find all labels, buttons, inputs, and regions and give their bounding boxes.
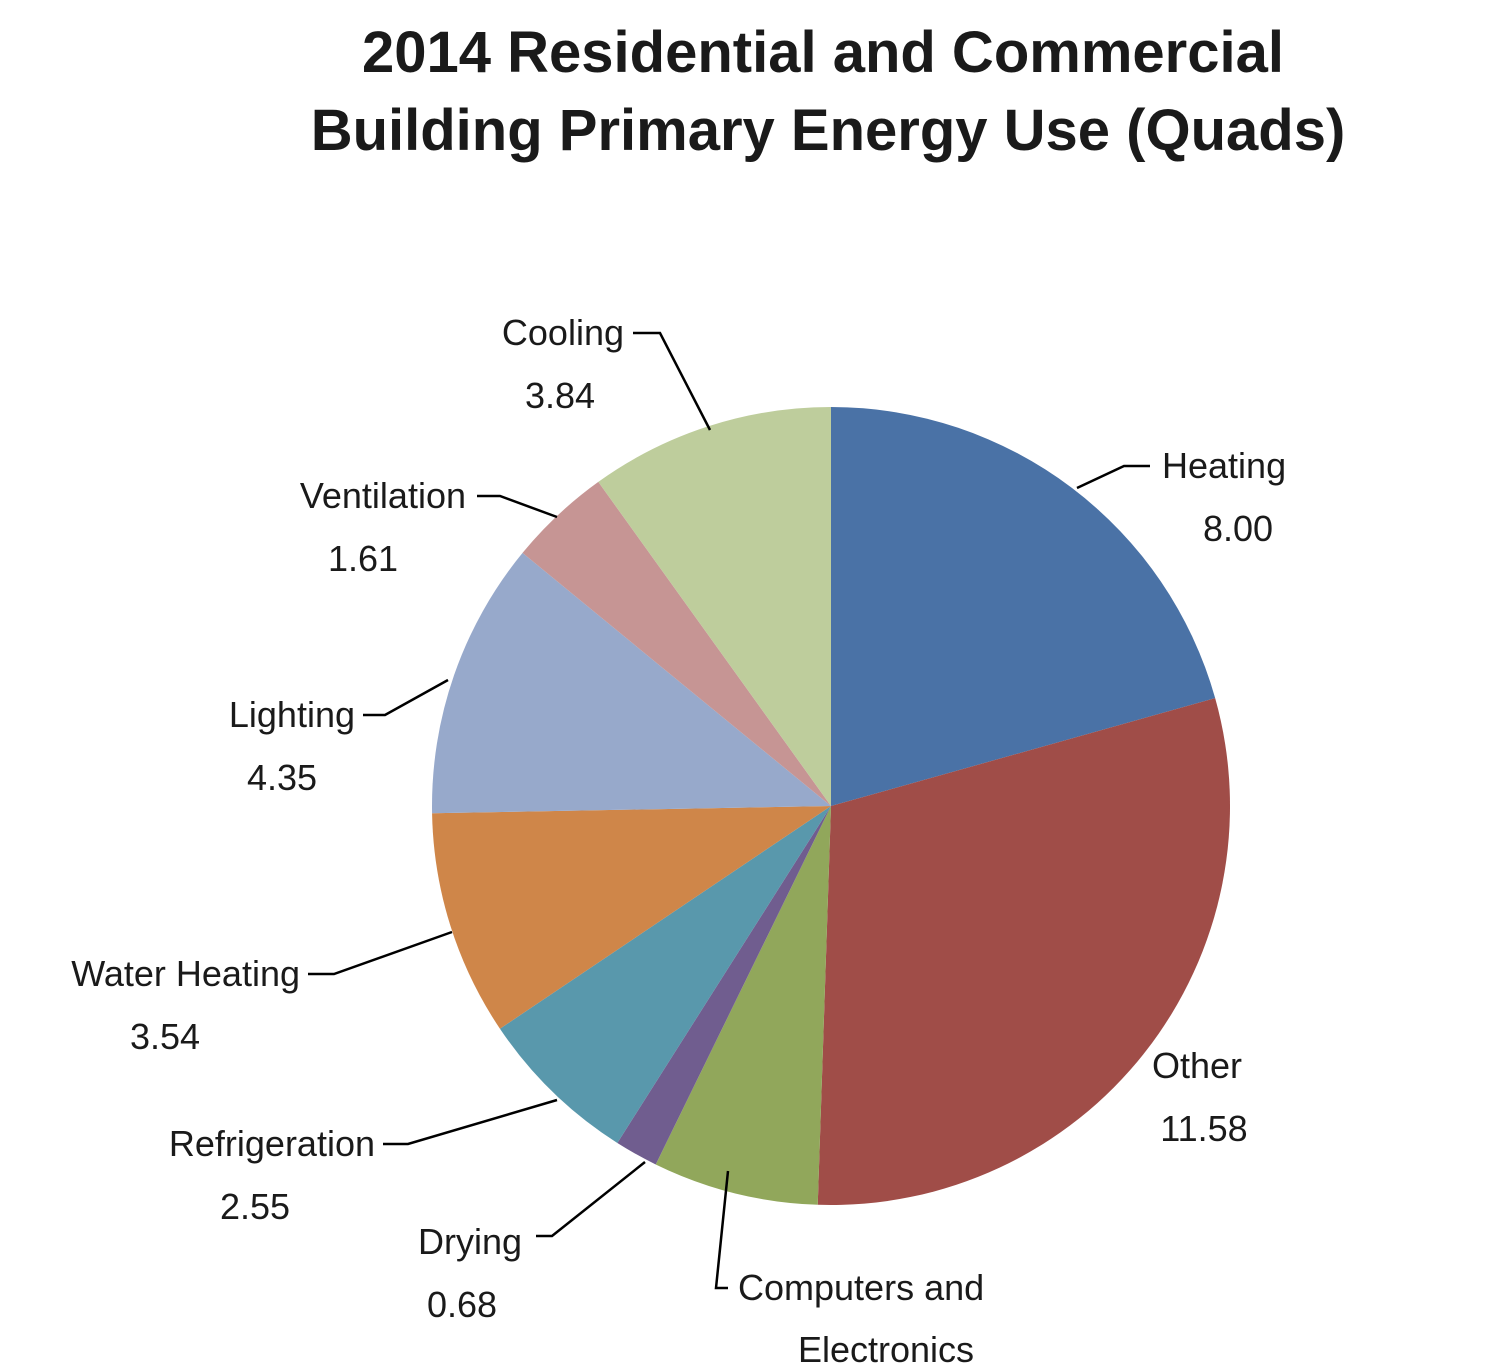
leader-line-drying (536, 1161, 646, 1238)
slice-label-water-heating: Water Heating 3.54 (71, 953, 300, 1057)
slice-label-value-heating: 8.00 (1203, 508, 1273, 549)
slice-label-value-drying: 0.68 (427, 1284, 497, 1325)
slice-label-drying: Drying 0.68 (418, 1221, 522, 1325)
slice-label-name-refrigeration: Refrigeration (169, 1123, 375, 1164)
slice-label-name-water-heating: Water Heating (71, 953, 300, 994)
slice-label-value-ventilation: 1.61 (328, 538, 398, 579)
slice-label-computers-and-electronics: Computers and Electronics (738, 1267, 984, 1370)
slice-label-name-computers-and-electronics: Computers and (738, 1267, 984, 1308)
leader-lines (308, 331, 1150, 1290)
slice-label-name-heating: Heating (1162, 445, 1286, 486)
slice-label-value-other: 11.58 (1160, 1108, 1247, 1149)
slice-label-name-ventilation: Ventilation (300, 475, 466, 516)
leader-line-cooling (633, 331, 712, 431)
pie-slice-lighting (432, 552, 831, 814)
slice-label-ventilation: Ventilation 1.61 (300, 475, 466, 579)
slice-label-value-cooling: 3.84 (525, 375, 595, 416)
slice-label-name-cooling: Cooling (502, 312, 624, 353)
leader-line-water-heating (308, 930, 453, 976)
leader-line-computers-and-electronics (714, 1170, 730, 1290)
slice-label-name-lighting: Lighting (229, 694, 355, 735)
chart-title-line-1: 2014 Residential and Commercial (362, 20, 1284, 85)
pie-slice-refrigeration (499, 806, 831, 1143)
slice-label-lighting: Lighting 4.35 (229, 694, 355, 798)
slice-label-name-line2-computers-and-electronics: Electronics (798, 1329, 974, 1370)
leader-line-heating (1076, 464, 1150, 490)
slice-label-refrigeration: Refrigeration 2.55 (169, 1123, 375, 1227)
leader-line-lighting (363, 678, 449, 717)
chart-title: 2014 Residential and Commercial Building… (0, 14, 1506, 170)
chart-title-line-2: Building Primary Energy Use (Quads) (310, 98, 1346, 163)
slice-label-cooling: Cooling 3.84 (502, 312, 624, 416)
leader-line-ventilation (477, 494, 558, 519)
pie-slice-water-heating (432, 806, 831, 1029)
slice-label-heating: Heating 8.00 (1162, 445, 1286, 549)
pie-slice-other (817, 698, 1231, 1206)
pie-slice-heating (831, 406, 1216, 806)
slice-label-name-other: Other (1152, 1045, 1242, 1086)
slice-label-value-water-heating: 3.54 (130, 1016, 200, 1057)
slice-label-name-drying: Drying (418, 1221, 522, 1262)
leader-line-refrigeration (383, 1098, 558, 1146)
pie-slice-ventilation (522, 481, 831, 806)
slice-label-value-lighting: 4.35 (247, 757, 317, 798)
pie-slice-drying (617, 806, 831, 1165)
slice-labels: Heating 8.00 Other 11.58 Computers and Electr… (71, 312, 1286, 1370)
slice-label-other: Other 11.58 (1152, 1045, 1248, 1149)
pie-slice-cooling (598, 407, 831, 806)
pie-slices (432, 406, 1231, 1206)
slice-label-value-refrigeration: 2.55 (220, 1186, 290, 1227)
pie-slice-computers-and-electronics (655, 806, 831, 1205)
